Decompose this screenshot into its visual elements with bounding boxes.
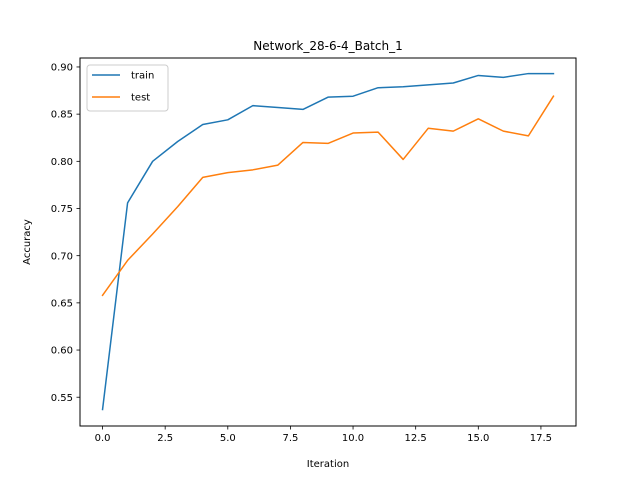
x-tick-label: 5.0 (220, 433, 236, 444)
plot-area (79, 57, 577, 427)
y-tick-label: 0.70 (51, 251, 73, 262)
legend-label-train: train (131, 71, 154, 82)
y-axis: 0.55 0.60 0.65 0.70 0.75 0.80 0.85 0.90 (51, 63, 80, 404)
x-axis: 0.0 2.5 5.0 7.5 10.0 12.5 15.0 17.5 (95, 426, 552, 444)
y-tick-label: 0.55 (51, 393, 73, 404)
x-tick-label: 7.5 (282, 433, 298, 444)
series-line-test (101, 95, 555, 297)
series-line-train (101, 72, 555, 411)
legend: train test (86, 64, 169, 112)
y-tick-label: 0.85 (51, 110, 73, 121)
y-tick-label: 0.90 (51, 63, 73, 74)
x-tick-label: 2.5 (157, 433, 173, 444)
legend-label-test: test (131, 93, 150, 104)
x-axis-label: Iteration (307, 459, 349, 470)
x-tick-label: 10.0 (342, 433, 364, 444)
y-tick-label: 0.60 (51, 346, 73, 357)
y-tick-label: 0.80 (51, 157, 73, 168)
x-tick-label: 15.0 (467, 433, 489, 444)
series-layer (101, 72, 555, 411)
y-tick-label: 0.75 (51, 204, 73, 215)
chart-title: Network_28-6-4_Batch_1 (253, 39, 402, 53)
y-tick-label: 0.65 (51, 298, 73, 309)
axes-frame (79, 57, 577, 427)
x-tick-label: 17.5 (530, 433, 552, 444)
x-tick-label: 12.5 (405, 433, 427, 444)
y-axis-label: Accuracy (22, 219, 33, 265)
x-tick-label: 0.0 (95, 433, 111, 444)
legend-box (86, 64, 169, 112)
